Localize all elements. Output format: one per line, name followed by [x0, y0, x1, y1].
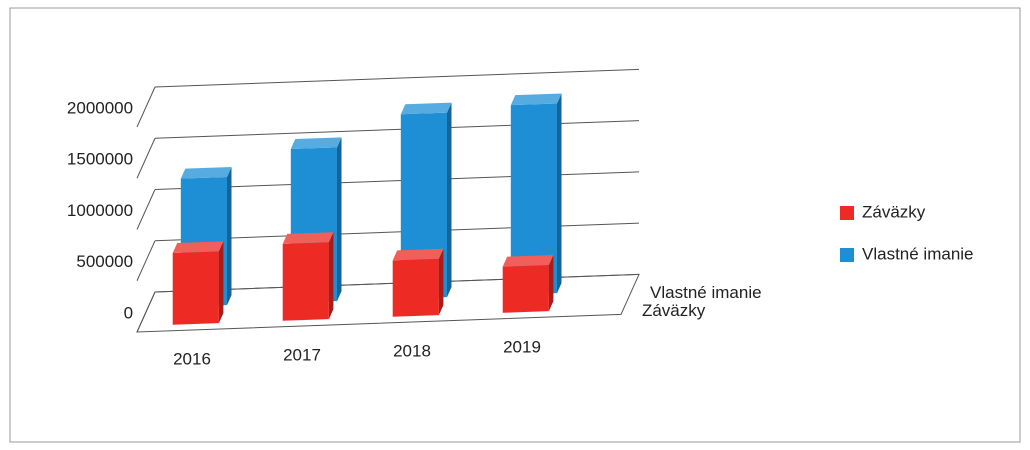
x-tick-label: 2017: [283, 345, 321, 364]
bar-front: [172, 251, 219, 325]
legend-label: Záväzky: [862, 202, 926, 221]
legend-label: Vlastné imanie: [862, 244, 974, 263]
legend-swatch: [840, 248, 854, 262]
y-tick-label: 2000000: [67, 98, 133, 117]
bar-top: [510, 93, 562, 106]
grid-line: [136, 291, 156, 333]
y-tick-label: 0: [124, 303, 133, 322]
bar: [172, 241, 224, 325]
bar-side: [557, 93, 562, 294]
bar-top: [400, 102, 452, 115]
bar-side: [337, 137, 342, 302]
bar-side: [227, 166, 232, 306]
bar-front: [502, 264, 549, 313]
bar-side: [438, 248, 444, 316]
grid-line: [136, 240, 156, 281]
bar-top: [290, 137, 342, 150]
bar: [392, 248, 444, 317]
x-tick-label: 2018: [393, 341, 431, 360]
bar-side: [548, 254, 554, 312]
bar-top: [180, 166, 232, 179]
depth-label: Vlastné imanie: [650, 283, 762, 302]
bar-side: [447, 102, 452, 298]
y-tick-label: 1500000: [67, 150, 133, 169]
grid-line: [136, 86, 156, 128]
depth-label: Záväzky: [642, 301, 706, 320]
bar-top: [392, 248, 444, 261]
x-tick-label: 2019: [503, 337, 541, 356]
bar: [282, 232, 334, 321]
bar: [502, 254, 554, 313]
grid-line: [136, 189, 156, 230]
bar-front: [510, 103, 557, 295]
y-tick-label: 1000000: [67, 201, 133, 220]
bar-front: [282, 242, 329, 321]
grid-line: [136, 138, 156, 179]
bar-top: [282, 232, 334, 244]
bar-side: [218, 241, 224, 324]
grid-line: [154, 68, 640, 88]
bar: [510, 93, 562, 295]
bar-front: [392, 258, 439, 317]
legend-swatch: [840, 206, 854, 220]
bar-top: [172, 241, 224, 254]
y-tick-label: 500000: [76, 252, 133, 271]
bar-side: [328, 232, 334, 320]
x-tick-label: 2016: [173, 349, 211, 368]
bar-top: [502, 254, 554, 267]
